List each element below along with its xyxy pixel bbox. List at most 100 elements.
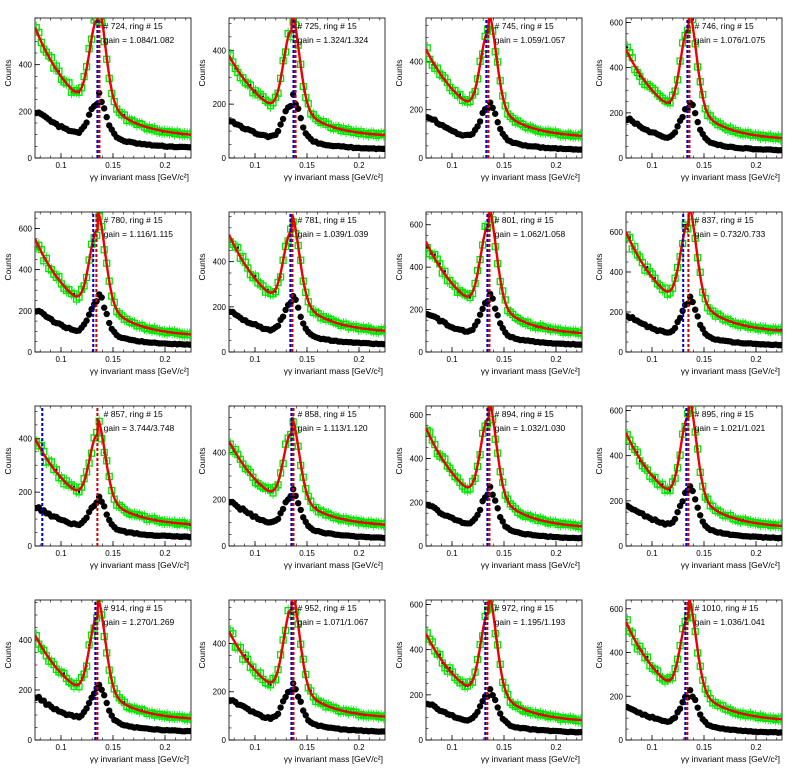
data-point-black [83, 119, 90, 126]
x-tick-label: 0.1 [446, 355, 458, 364]
y-tick-label: 200 [19, 107, 33, 116]
channel-label: # 746, ring # 15 [695, 21, 754, 31]
y-tick-label: 400 [410, 455, 424, 464]
x-tick-label: 0.2 [750, 743, 762, 752]
data-point-black [103, 511, 110, 518]
x-tick-label: 0.1 [249, 355, 261, 364]
x-axis-title: γγ invariant mass [GeV/c²] [481, 560, 580, 570]
data-point-black [486, 686, 494, 693]
data-point-black [186, 341, 191, 348]
data-point-dot [448, 666, 451, 669]
gain-label: gain = 1.036/1.041 [695, 617, 766, 627]
data-point-black [277, 121, 284, 128]
plot-area: 0.1 0.15 0.2 0 200 400 γγ invariant mass [GeV/… [3, 17, 192, 182]
data-point-dot [661, 483, 664, 486]
plot-area: 0.1 0.15 0.2 0 200 400 600 γγ invariant mass [G… [3, 211, 192, 376]
y-axis-title: Counts [594, 642, 604, 669]
data-point-dot [669, 489, 672, 492]
x-tick-label: 0.15 [299, 549, 315, 558]
series-layer [229, 600, 385, 740]
y-tick-label: 200 [410, 691, 424, 700]
data-point-dot [656, 669, 659, 672]
x-axis-title: γγ invariant mass [GeV/c²] [681, 172, 780, 182]
y-axis-title: Counts [3, 60, 13, 87]
data-point-black [83, 514, 90, 521]
data-point-black [491, 110, 499, 117]
plot-area: 0.1 0.15 0.2 0 200 400 600 γγ invariant mass [G… [394, 599, 583, 764]
data-point-black [491, 497, 499, 504]
x-axis-title: γγ invariant mass [GeV/c²] [90, 172, 189, 182]
y-tick-label: 400 [410, 263, 424, 272]
data-point-green [487, 9, 493, 15]
data-point-dot [684, 224, 687, 227]
x-tick-label: 0.1 [55, 355, 67, 364]
series-layer [426, 600, 582, 740]
y-tick-label: 0 [222, 348, 227, 357]
x-tick-label: 0.2 [550, 743, 562, 752]
data-point-black [474, 511, 481, 519]
y-tick-label: 600 [610, 407, 624, 416]
data-point-black [674, 508, 681, 516]
x-tick-label: 0.15 [696, 161, 712, 170]
fit-curve [35, 419, 191, 526]
data-point-black [83, 317, 90, 324]
channel-label: # 894, ring # 15 [495, 409, 554, 419]
series-layer [426, 406, 582, 546]
data-point-black [697, 711, 704, 718]
series-layer [35, 212, 191, 352]
data-point-black [294, 105, 302, 112]
y-tick-label: 400 [19, 434, 33, 443]
plot-area: 0.1 0.15 0.2 0 200 400 γγ invariant mass [GeV/… [3, 599, 192, 764]
data-point-black [300, 320, 307, 327]
x-tick-label: 0.2 [353, 549, 365, 558]
data-point-black [476, 311, 484, 318]
data-point-black [186, 533, 191, 541]
channel-label: # 780, ring # 15 [104, 215, 163, 225]
channel-label: # 745, ring # 15 [495, 21, 554, 31]
data-point-black [85, 699, 93, 707]
data-point-black [674, 123, 681, 130]
data-point-dot [62, 672, 65, 675]
fit-curve [35, 18, 191, 136]
y-tick-label: 400 [213, 639, 227, 648]
data-point-green [687, 391, 693, 397]
data-point-black [474, 708, 481, 716]
gain-label: gain = 0.732/0.733 [695, 229, 766, 239]
gain-label: gain = 1.062/1.058 [495, 229, 566, 239]
data-point-black [294, 693, 302, 700]
channel-label: # 952, ring # 15 [298, 603, 357, 613]
y-tick-label: 600 [610, 19, 624, 28]
data-point-black [282, 693, 289, 701]
x-tick-label: 0.2 [159, 161, 171, 170]
y-tick-label: 200 [610, 497, 624, 506]
y-tick-label: 0 [222, 542, 227, 551]
data-point-green [687, 8, 693, 14]
gain-label: gain = 3.744/3.748 [104, 423, 175, 433]
y-axis-title: Counts [594, 60, 604, 87]
data-point-black [679, 698, 686, 706]
data-point-black [694, 313, 701, 320]
x-tick-label: 0.15 [105, 743, 121, 752]
histogram-panel-15: 0.1 0.15 0.2 0 200 400 600 γγ invariant mass [G… [394, 599, 583, 764]
y-tick-label: 400 [610, 64, 624, 73]
y-tick-label: 200 [213, 100, 227, 109]
y-tick-label: 0 [419, 154, 424, 163]
data-point-green [487, 200, 493, 206]
y-tick-label: 400 [19, 636, 33, 645]
y-axis-title: Counts [197, 448, 207, 475]
data-point-black [671, 714, 679, 721]
fit-curve [626, 600, 782, 721]
data-point-black [691, 496, 699, 503]
data-point-black [479, 305, 486, 313]
data-point-black [380, 145, 385, 153]
y-tick-label: 200 [19, 307, 33, 316]
data-point-dot [78, 490, 81, 493]
x-tick-label: 0.2 [159, 743, 171, 752]
fit-curve [426, 212, 582, 335]
data-point-dot [686, 227, 689, 230]
plot-area: 0.1 0.15 0.2 0 200 400 600 γγ invariant mass [G… [594, 599, 783, 764]
data-point-black [277, 704, 284, 711]
y-axis-title: Counts [394, 60, 404, 87]
x-tick-label: 0.2 [353, 743, 365, 752]
